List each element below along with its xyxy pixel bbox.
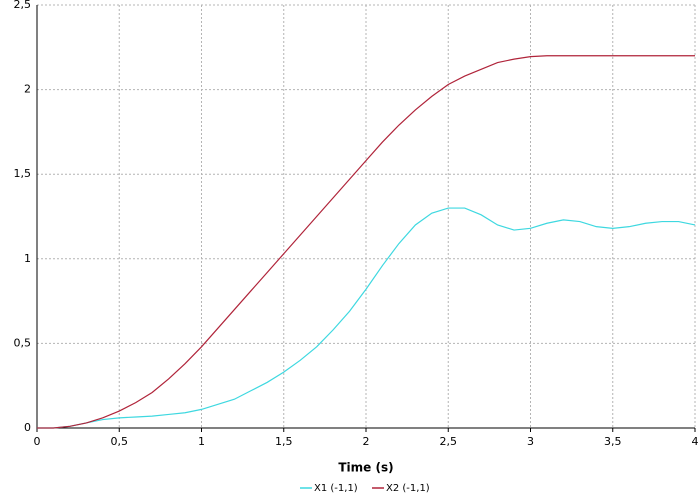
y-tick-label: 1,5: [14, 167, 32, 180]
series-line: [37, 207, 696, 429]
x-tick-label: 3,5: [604, 435, 622, 448]
x-tick-label: 3: [527, 435, 534, 448]
x-tick-label: 1: [198, 435, 205, 448]
x-tick-label: 0,5: [111, 435, 129, 448]
y-tick-label: 0: [24, 421, 31, 434]
legend-label: X2 (-1,1): [386, 483, 430, 494]
x-tick-label: 2: [363, 435, 370, 448]
y-tick-label: 2,5: [14, 0, 32, 11]
series-line: [37, 55, 695, 429]
y-tick-label: 0,5: [14, 336, 32, 349]
y-tick-label: 1: [24, 252, 31, 265]
legend-label: X1 (-1,1): [314, 483, 358, 494]
x-tick-label: 4: [692, 435, 699, 448]
x-axis-label: Time (s): [338, 461, 393, 475]
x-tick-label: 2,5: [440, 435, 458, 448]
x-tick-label: 0: [34, 435, 41, 448]
x-tick-label: 1,5: [275, 435, 293, 448]
y-tick-label: 2: [24, 83, 31, 96]
